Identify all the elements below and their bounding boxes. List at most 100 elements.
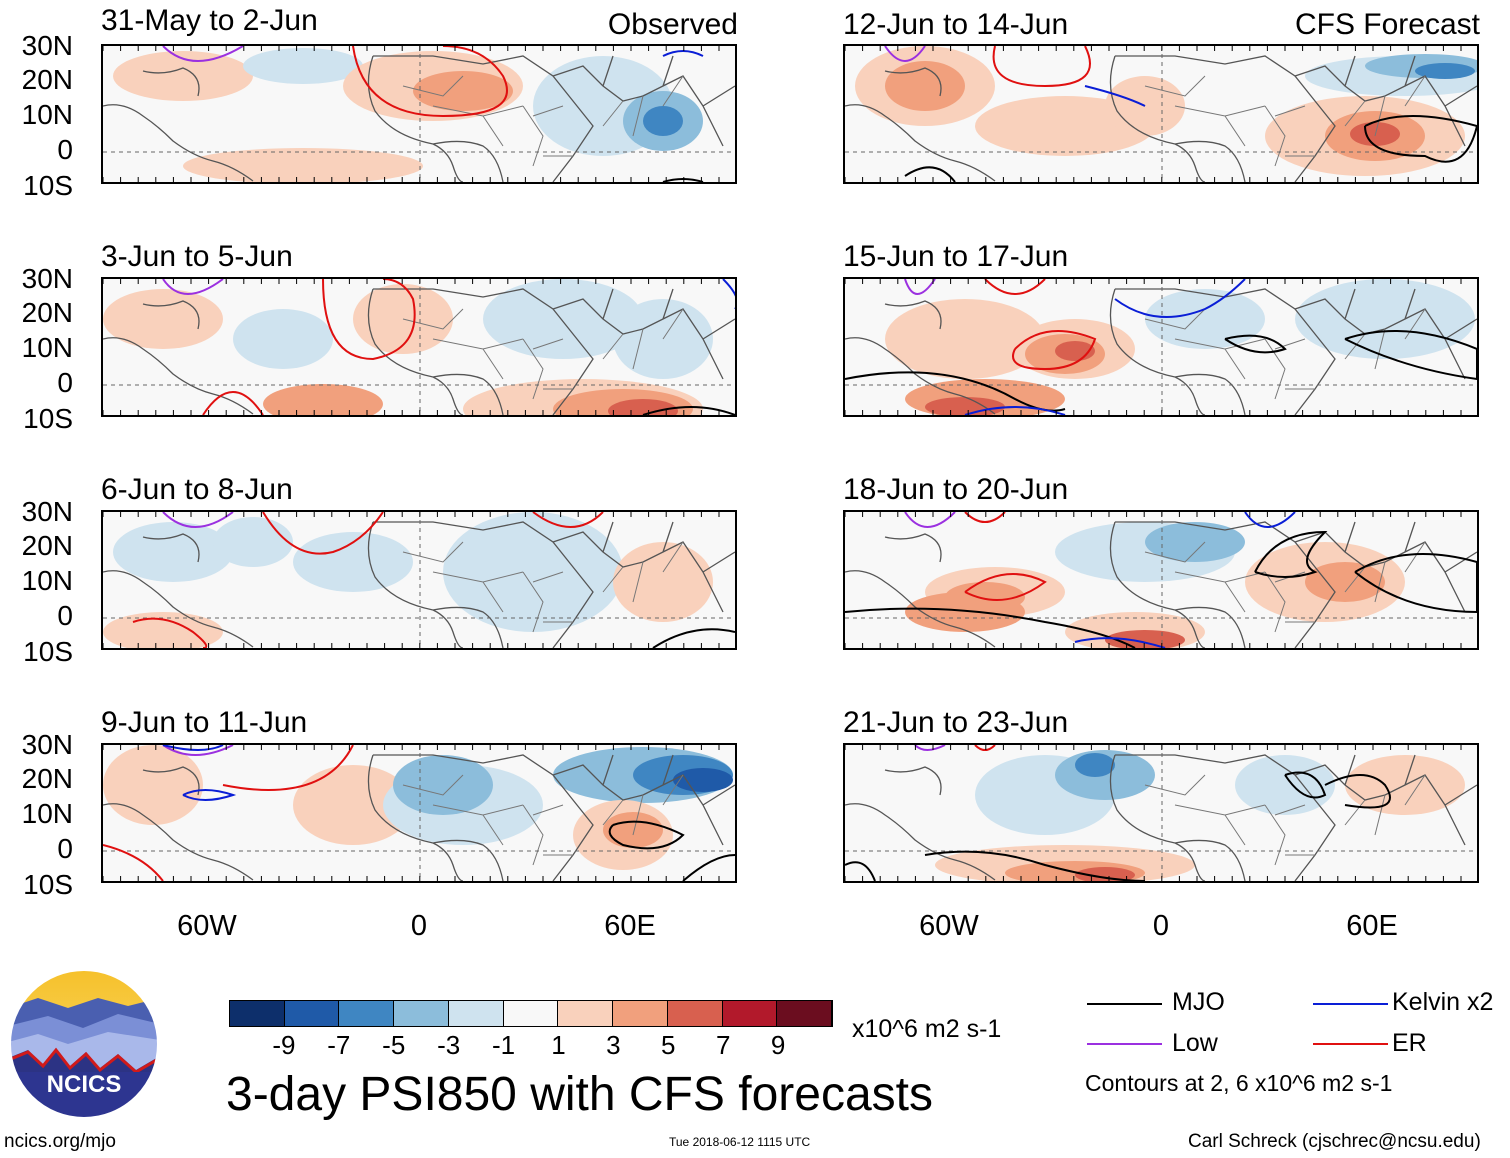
anomaly-region [213, 517, 293, 567]
wave-contour [162, 279, 224, 295]
wave-contour [722, 279, 735, 309]
lat-label: 0 [57, 367, 73, 398]
panel-source-label: CFS Forecast [1294, 8, 1480, 41]
colorbar-swatch [230, 1001, 285, 1026]
wave-contour [182, 789, 237, 801]
anomaly-region [885, 299, 1045, 379]
wave-contour [964, 406, 1066, 415]
panel-title: 31-May to 2-Jun [101, 4, 318, 37]
legend-line-er [1313, 1043, 1388, 1045]
lat-label: 10N [21, 332, 73, 363]
anomaly-region [885, 61, 965, 111]
wave-contour [662, 50, 704, 57]
panel-title: 15-Jun to 17-Jun [843, 240, 1069, 273]
map-canvas [845, 279, 1477, 415]
anomaly-region [243, 48, 363, 84]
colorbar-units: x10^6 m2 s-1 [852, 1015, 1002, 1043]
colorbar-swatch [284, 1001, 340, 1026]
coastline [845, 288, 1477, 415]
legend-line-kelvin [1313, 1003, 1388, 1005]
lon-label-60e: 60E [604, 910, 656, 942]
footer-url[interactable]: ncics.org/mjo [4, 1131, 116, 1152]
wave-contour [652, 628, 735, 648]
map-plot [843, 743, 1479, 883]
wave-contour [1114, 279, 1246, 318]
map-plot [843, 510, 1479, 650]
colorbar-tick-label: 5 [661, 1030, 676, 1060]
colorbar-tick-label: 1 [551, 1030, 566, 1060]
wave-contour [103, 844, 164, 881]
lat-label: 0 [57, 134, 73, 165]
legend-note: Contours at 2, 6 x10^6 m2 s-1 [1085, 1070, 1393, 1096]
wave-contour [904, 512, 956, 528]
wave-contour [202, 391, 264, 415]
wave-contour [992, 46, 1091, 88]
footer-credit: Carl Schreck (cjschrec@ncsu.edu) [1188, 1131, 1481, 1152]
colorbar-swatch [613, 1001, 668, 1026]
wave-contour [1254, 530, 1328, 578]
colorbar-swatch [448, 1001, 504, 1026]
wave-contour [162, 46, 244, 62]
colorbar-tick-label: -7 [327, 1030, 351, 1060]
wave-contour [984, 279, 1046, 295]
legend-label-er: ER [1392, 1029, 1427, 1057]
map-plot [843, 44, 1479, 184]
anomaly-region [443, 512, 623, 632]
anomaly-region [263, 384, 383, 415]
wave-contour [964, 573, 1047, 601]
lat-label: 10N [21, 565, 73, 596]
wave-contour [1324, 774, 1391, 809]
lon-label-60w: 60W [177, 910, 237, 942]
lat-label: 30N [21, 729, 73, 760]
panel-title: 18-Jun to 20-Jun [843, 473, 1069, 506]
legend-line-mjo [1087, 1003, 1162, 1005]
anomaly-region [1295, 279, 1475, 359]
wave-contour [1284, 771, 1327, 799]
wave-contour [1354, 553, 1477, 614]
map-canvas [103, 279, 735, 415]
logo-text: NCICS [47, 1071, 122, 1098]
lat-label: 20N [21, 297, 73, 328]
anomaly-region [673, 768, 733, 792]
panel-title: 6-Jun to 8-Jun [101, 473, 293, 506]
coastline [845, 55, 1477, 182]
wave-contour [162, 745, 234, 756]
lon-label-60w: 60W [919, 910, 979, 942]
wave-contour [682, 854, 735, 881]
lat-label: 10S [23, 636, 73, 667]
country-borders [402, 774, 684, 866]
colorbar-swatch [339, 1001, 395, 1026]
map-plot [101, 510, 737, 650]
colorbar-tick-label: -3 [437, 1030, 461, 1060]
legend-label-kelvin: Kelvin x2 [1392, 988, 1494, 1016]
anomaly-region [103, 289, 223, 349]
anomaly-region [1145, 289, 1265, 349]
wave-contour [222, 745, 354, 791]
wave-contour [1364, 115, 1477, 163]
panel-title: 21-Jun to 23-Jun [843, 706, 1069, 739]
wave-contour [914, 745, 946, 751]
map-plot [101, 743, 737, 883]
lat-label: 10S [23, 170, 73, 201]
coastline [103, 521, 735, 648]
panel-title: 9-Jun to 11-Jun [101, 706, 308, 739]
lat-label: 30N [21, 496, 73, 527]
map-canvas [103, 46, 735, 182]
anomaly-region [905, 592, 1025, 632]
footer-timestamp: Tue 2018-06-12 1115 UTC [669, 1135, 811, 1149]
lon-label-60e: 60E [1346, 910, 1398, 942]
wave-contour [1244, 512, 1296, 528]
coastline [103, 288, 735, 415]
lat-label: 10S [23, 403, 73, 434]
map-canvas [103, 745, 735, 881]
panel-title: 12-Jun to 14-Jun [843, 8, 1069, 41]
colorbar-swatch [503, 1001, 559, 1026]
country-borders [402, 308, 684, 400]
wave-contour [1012, 330, 1097, 371]
coastline [845, 754, 1477, 881]
wave-contour [845, 607, 1136, 648]
colorbar [229, 1000, 833, 1027]
anomaly-region [1075, 867, 1135, 881]
wave-contour [1084, 85, 1146, 107]
anomaly-region [613, 542, 713, 622]
